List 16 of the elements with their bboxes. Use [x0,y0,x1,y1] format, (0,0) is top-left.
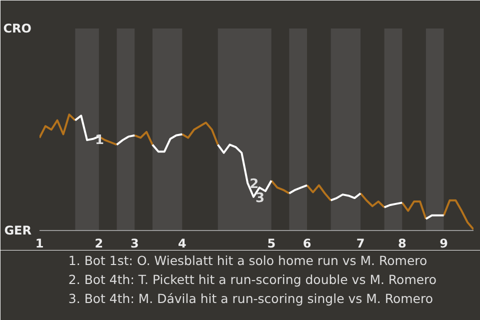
text: CRO [3,22,32,36]
x-tick-label: 8 [398,236,406,250]
x-tick-label: 4 [178,236,186,250]
x-tick-label: 3 [130,236,139,250]
text: 1. Bot 1st: O. Wiesblatt hit a solo home run vs M. Romero [68,253,428,268]
annotation: 3 [256,190,265,206]
x-tick-label: 5 [267,236,276,250]
text: GER [4,224,32,238]
text: 3. Bot 4th: M. Dávila hit a run-scoring single vs M. Romero [68,291,434,306]
x-tick-label: 7 [356,236,365,250]
annotation: 2 [250,176,259,192]
x-tick-label: 2 [94,236,104,250]
x-tick-label: 6 [302,236,312,250]
text: 2. Bot 4th: T. Pickett hit a run-scoring double vs M. Romero [68,272,437,287]
x-tick-label: 1 [35,236,44,250]
x-tick-label: 9 [440,236,448,250]
